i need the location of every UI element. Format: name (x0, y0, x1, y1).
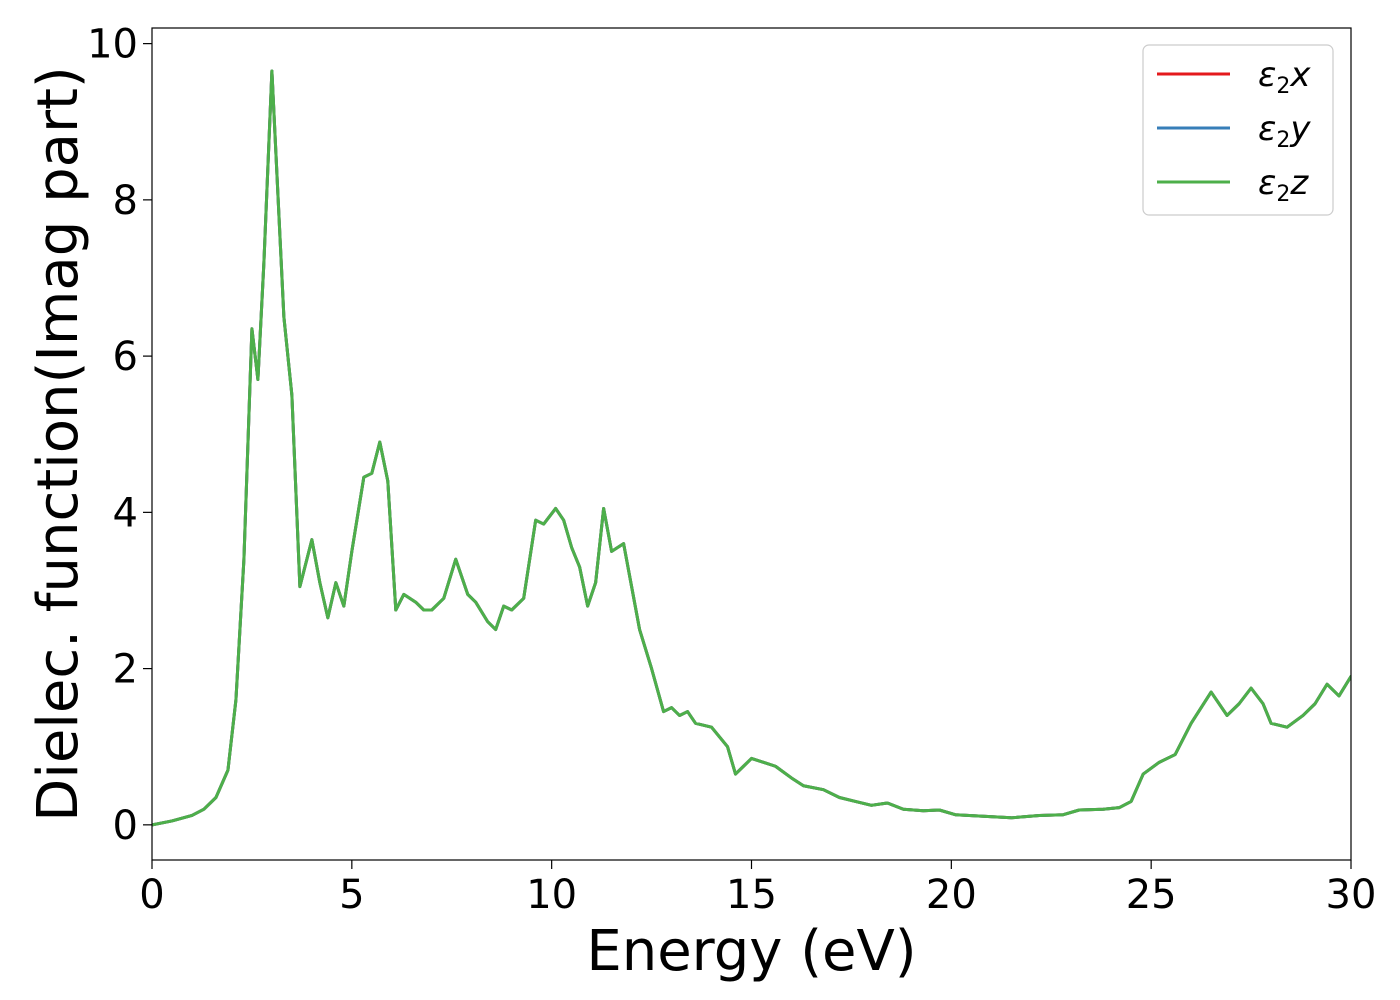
legend-label-x: ε2x (1258, 55, 1311, 99)
x-tick-label: 30 (1326, 872, 1377, 918)
legend: ε2x ε2y ε2z (1142, 44, 1334, 216)
y-axis: 0 2 4 6 8 10 (87, 22, 152, 849)
legend-label-y: ε2y (1258, 109, 1311, 153)
series-line-z (152, 69, 1351, 827)
y-tick-label: 8 (113, 178, 138, 224)
x-tick-label: 20 (926, 872, 977, 918)
y-tick-label: 2 (113, 647, 138, 693)
x-axis: 0 5 10 15 20 25 30 (139, 860, 1376, 918)
y-axis-label: Dielec. function(Imag part) (26, 66, 91, 822)
legend-label-z: ε2z (1258, 163, 1309, 207)
legend-box (1142, 44, 1334, 216)
x-tick-label: 10 (526, 872, 577, 918)
y-tick-label: 0 (113, 803, 138, 849)
y-tick-label: 6 (113, 334, 138, 380)
x-tick-label: 0 (139, 872, 164, 918)
y-tick-label: 4 (113, 490, 138, 536)
x-tick-label: 5 (339, 872, 364, 918)
x-axis-label: Energy (eV) (586, 919, 916, 984)
series-layer (152, 69, 1351, 827)
x-tick-label: 15 (726, 872, 777, 918)
y-tick-label: 10 (87, 22, 138, 68)
x-tick-label: 25 (1126, 872, 1177, 918)
